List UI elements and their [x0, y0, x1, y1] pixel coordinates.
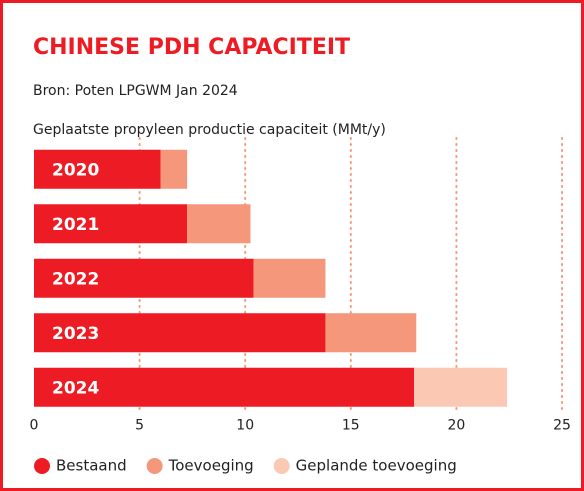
subtitle: Bron: Poten LPGWM Jan 2024	[33, 83, 238, 99]
category-label: 2022	[52, 269, 99, 289]
x-tick-label: 5	[135, 418, 144, 434]
bar-segment	[325, 313, 417, 353]
x-tick-label: 10	[236, 418, 254, 434]
bar-segment	[34, 149, 161, 189]
bar-segment	[34, 258, 254, 298]
x-tick-label: 15	[342, 418, 360, 434]
category-label: 2020	[52, 160, 99, 180]
bar-segment	[34, 367, 415, 407]
bar-segment	[187, 204, 251, 244]
legend-label: Geplande toevoeging	[296, 457, 457, 475]
legend-swatch	[273, 458, 290, 474]
bar-segment	[414, 367, 508, 407]
category-label: 2021	[52, 215, 99, 235]
legend-label: Bestaand	[56, 457, 127, 475]
x-tick-label: 25	[553, 418, 571, 434]
bar-segment	[34, 204, 188, 244]
legend-label: Toevoeging	[168, 457, 254, 475]
axis-label: Geplaatste propyleen productie capacitei…	[33, 122, 386, 138]
bar-segment	[253, 258, 326, 298]
chart-title: CHINESE PDH CAPACITEIT	[33, 35, 350, 60]
x-tick-label: 0	[30, 418, 39, 434]
legend-swatch	[34, 458, 50, 474]
legend-swatch	[146, 458, 163, 474]
category-label: 2023	[52, 324, 99, 344]
x-tick-label: 20	[447, 418, 465, 434]
bar-segment	[34, 313, 326, 353]
category-label: 2024	[52, 378, 99, 398]
bar-segment	[160, 149, 188, 189]
